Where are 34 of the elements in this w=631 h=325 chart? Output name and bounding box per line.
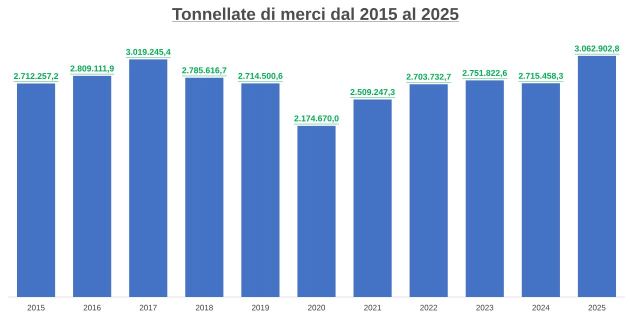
x-tick-label: 2019 (252, 304, 269, 310)
data-label: 2.809.111,9 (70, 65, 114, 73)
data-label: 2.785.616,7 (182, 67, 226, 75)
bar (410, 84, 448, 297)
data-label: 2.751.822,6 (462, 70, 507, 78)
x-tick-label: 2015 (28, 304, 45, 310)
x-tick-label: 2022 (420, 304, 438, 310)
bar (73, 76, 112, 297)
x-tick-label: 2024 (532, 304, 550, 310)
bar (466, 80, 504, 297)
data-label: 3.019.245,4 (126, 48, 171, 56)
data-label: 2.712.257,2 (14, 73, 58, 80)
bar (297, 126, 336, 297)
x-tick-label: 2023 (476, 304, 494, 310)
x-tick-label: 2017 (140, 304, 157, 310)
data-label: 2.714.500,6 (238, 72, 283, 80)
x-tick-label: 2025 (588, 304, 606, 310)
bar (16, 84, 56, 297)
x-tick-label: 2021 (364, 304, 382, 310)
bar (241, 83, 280, 297)
x-tick-label: 2018 (196, 304, 213, 310)
data-label: 2.509.247,3 (350, 89, 395, 96)
data-label: 2.174.670,0 (294, 115, 339, 123)
bar (354, 100, 392, 297)
bar (578, 56, 616, 297)
data-label: 2.715.458,3 (518, 72, 564, 80)
data-label: 2.703.732,7 (406, 74, 451, 81)
bar (185, 78, 224, 297)
x-tick-label: 2016 (84, 304, 101, 310)
bar (129, 59, 168, 297)
chart-title: Tonnellate di merci dal 2015 al 2025 (172, 8, 458, 20)
data-label: 3.062.902,8 (574, 45, 620, 53)
x-tick-label: 2020 (308, 304, 326, 310)
bar (522, 83, 560, 297)
